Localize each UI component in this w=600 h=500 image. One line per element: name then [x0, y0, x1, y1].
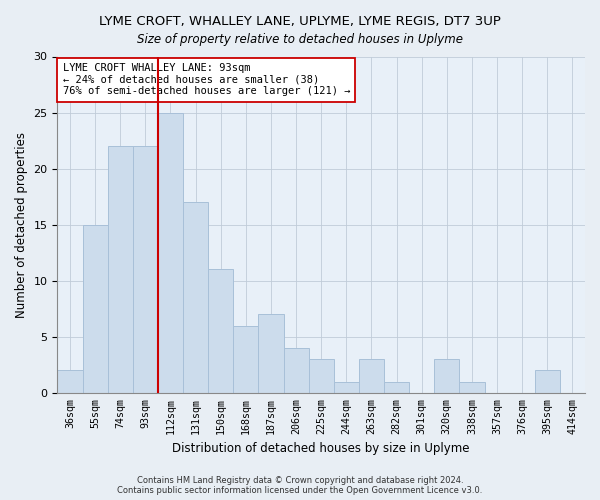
Bar	[535, 370, 560, 393]
Bar	[308, 359, 334, 393]
Text: Contains HM Land Registry data © Crown copyright and database right 2024.
Contai: Contains HM Land Registry data © Crown c…	[118, 476, 482, 495]
Bar	[233, 326, 259, 393]
Bar	[83, 224, 107, 393]
Y-axis label: Number of detached properties: Number of detached properties	[15, 132, 28, 318]
Bar	[158, 112, 183, 393]
Bar	[434, 359, 460, 393]
Text: LYME CROFT, WHALLEY LANE, UPLYME, LYME REGIS, DT7 3UP: LYME CROFT, WHALLEY LANE, UPLYME, LYME R…	[99, 15, 501, 28]
Bar	[58, 370, 83, 393]
Bar	[359, 359, 384, 393]
Bar	[460, 382, 485, 393]
Bar	[284, 348, 308, 393]
Bar	[334, 382, 359, 393]
Bar	[259, 314, 284, 393]
Bar	[107, 146, 133, 393]
Bar	[208, 270, 233, 393]
Bar	[384, 382, 409, 393]
Bar	[133, 146, 158, 393]
Text: Size of property relative to detached houses in Uplyme: Size of property relative to detached ho…	[137, 32, 463, 46]
Bar	[183, 202, 208, 393]
Text: LYME CROFT WHALLEY LANE: 93sqm
← 24% of detached houses are smaller (38)
76% of : LYME CROFT WHALLEY LANE: 93sqm ← 24% of …	[62, 63, 350, 96]
X-axis label: Distribution of detached houses by size in Uplyme: Distribution of detached houses by size …	[172, 442, 470, 455]
